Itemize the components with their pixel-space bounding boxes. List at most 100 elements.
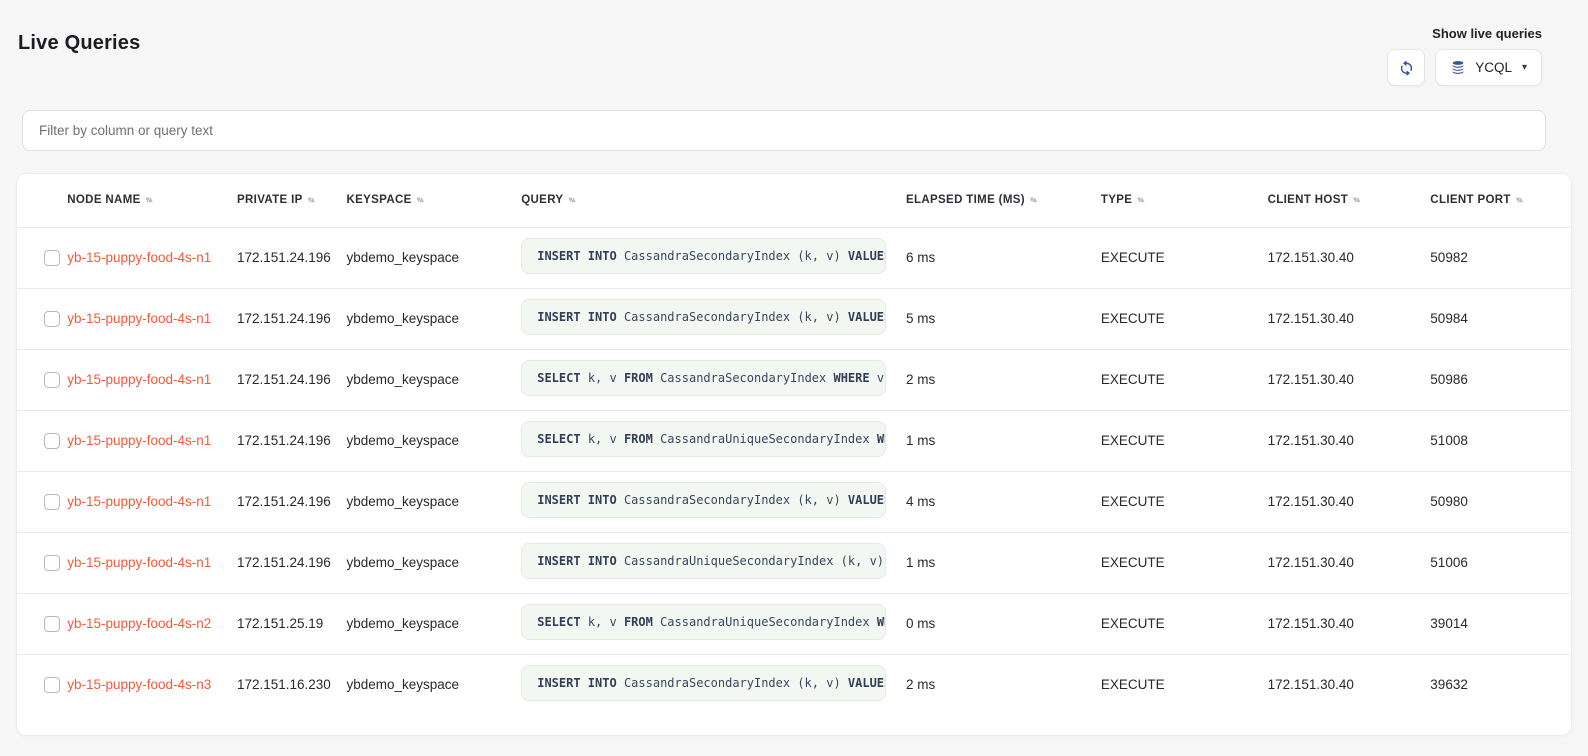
sort-icon[interactable]: ▾▴	[307, 195, 315, 205]
type-cell: EXECUTE	[1100, 250, 1165, 265]
table-row: yb-15-puppy-food-4s-n1 172.151.24.196 yb…	[17, 227, 1571, 288]
node-name-link[interactable]: yb-15-puppy-food-4s-n2	[67, 616, 212, 631]
table-row: yb-15-puppy-food-4s-n1 172.151.24.196 yb…	[17, 470, 1571, 532]
sort-icon[interactable]: ▾▴	[416, 195, 424, 205]
column-header-private_ip[interactable]: PRIVATE IP ▾▴	[236, 174, 347, 228]
sort-icon[interactable]: ▾▴	[568, 195, 575, 205]
page-title: Live Queries	[18, 32, 141, 54]
column-header-node_name[interactable]: NODE NAME ▾▴	[67, 174, 237, 228]
query-chip[interactable]: INSERT INTO CassandraUniqueSecondaryInde…	[521, 543, 887, 579]
chevron-down-icon: ▾	[1521, 62, 1527, 73]
elapsed-time-cell: 4 ms	[905, 470, 1101, 532]
client-port-cell: 39014	[1430, 592, 1571, 654]
query-chip[interactable]: INSERT INTO CassandraSecondaryIndex (k, …	[521, 482, 887, 518]
client-port-cell: 50984	[1430, 287, 1571, 349]
elapsed-time-cell: 2 ms	[905, 348, 1101, 410]
database-icon	[1450, 60, 1466, 76]
query-chip[interactable]: SELECT k, v FROM CassandraSecondaryIndex…	[521, 360, 887, 396]
client-host-cell: 172.151.30.40	[1267, 592, 1431, 654]
row-checkbox[interactable]	[44, 615, 60, 632]
refresh-button[interactable]	[1387, 49, 1426, 86]
query-chip[interactable]: SELECT k, v FROM CassandraUniqueSecondar…	[521, 421, 887, 457]
type-cell: EXECUTE	[1100, 653, 1268, 715]
api-selector-dropdown[interactable]: YCQL ▾	[1435, 49, 1542, 86]
elapsed-time-cell: 5 ms	[905, 287, 1101, 349]
client-port-cell: 51006	[1430, 531, 1571, 593]
type-cell: EXECUTE	[1100, 470, 1268, 532]
top-right-controls: Show live queries	[1387, 26, 1542, 86]
private-ip-cell: 172.151.24.196	[236, 409, 347, 471]
live-queries-table: NODE NAME ▾▴ PRIVATE IP ▾▴ KEYSPACE ▾▴ QUERY ▾▴…	[17, 174, 1571, 715]
column-header-client_port[interactable]: CLIENT PORT ▾▴	[1430, 174, 1571, 228]
node-name-link[interactable]: yb-15-puppy-food-4s-n1	[67, 311, 212, 326]
row-checkbox[interactable]	[44, 249, 60, 266]
query-chip[interactable]: INSERT INTO CassandraSecondaryIndex (k, …	[521, 665, 887, 702]
client-host-cell: 172.151.30.40	[1267, 287, 1431, 349]
keyspace-cell: ybdemo_keyspace	[346, 531, 522, 593]
client-host-cell: 172.151.30.40	[1267, 409, 1431, 471]
table-row: yb-15-puppy-food-4s-n1 172.151.24.196 yb…	[17, 348, 1571, 410]
row-checkbox[interactable]	[44, 554, 60, 571]
private-ip-cell: 172.151.24.196	[236, 531, 347, 593]
sort-icon[interactable]: ▾▴	[145, 195, 153, 205]
sort-icon[interactable]: ▾▴	[1030, 195, 1037, 205]
refresh-icon	[1398, 59, 1415, 76]
row-checkbox[interactable]	[44, 310, 60, 327]
node-name-link[interactable]: yb-15-puppy-food-4s-n1	[67, 555, 212, 570]
private-ip-cell: 172.151.24.196	[236, 287, 347, 349]
api-selector-label: YCQL	[1475, 60, 1512, 75]
table-row: yb-15-puppy-food-4s-n1 172.151.24.196 yb…	[17, 287, 1571, 349]
column-header-keyspace[interactable]: KEYSPACE ▾▴	[346, 174, 522, 228]
elapsed-time-cell: 1 ms	[905, 531, 1101, 593]
private-ip-cell: 172.151.24.196	[236, 348, 347, 410]
node-name-link[interactable]: yb-15-puppy-food-4s-n3	[67, 677, 212, 693]
client-host-cell: 172.151.30.40	[1267, 470, 1431, 532]
client-host-cell: 172.151.30.40	[1267, 250, 1354, 265]
client-port-cell: 51008	[1430, 409, 1571, 471]
query-chip[interactable]: INSERT INTO CassandraSecondaryIndex (k, …	[521, 299, 887, 335]
table-row: yb-15-puppy-food-4s-n2 172.151.25.19 ybd…	[17, 592, 1571, 654]
node-name-link[interactable]: yb-15-puppy-food-4s-n1	[67, 433, 212, 448]
client-port-cell: 50982	[1430, 250, 1468, 265]
row-checkbox[interactable]	[44, 371, 60, 388]
table-row: yb-15-puppy-food-4s-n3 172.151.16.230 yb…	[17, 653, 1571, 715]
column-header-query[interactable]: QUERY ▾▴	[521, 174, 906, 228]
row-checkbox[interactable]	[44, 676, 60, 693]
type-cell: EXECUTE	[1100, 348, 1268, 410]
sort-icon[interactable]: ▾▴	[1137, 195, 1144, 205]
row-checkbox[interactable]	[44, 432, 60, 449]
client-host-cell: 172.151.30.40	[1267, 348, 1431, 410]
keyspace-cell: ybdemo_keyspace	[346, 592, 522, 654]
column-header-type[interactable]: TYPE ▾▴	[1100, 174, 1268, 228]
client-port-cell: 50986	[1430, 348, 1571, 410]
private-ip-cell: 172.151.25.19	[236, 592, 347, 654]
elapsed-time-cell: 1 ms	[905, 409, 1101, 471]
elapsed-time-cell: 6 ms	[905, 250, 936, 265]
query-chip[interactable]: SELECT k, v FROM CassandraUniqueSecondar…	[521, 604, 887, 640]
sort-icon[interactable]: ▾▴	[1353, 195, 1360, 205]
row-checkbox[interactable]	[44, 493, 60, 510]
type-cell: EXECUTE	[1100, 531, 1268, 593]
table-row: yb-15-puppy-food-4s-n1 172.151.24.196 yb…	[17, 531, 1571, 593]
client-port-cell: 39632	[1430, 653, 1571, 715]
show-live-queries-label: Show live queries	[1432, 26, 1542, 41]
keyspace-cell: ybdemo_keyspace	[346, 250, 460, 265]
node-name-link[interactable]: yb-15-puppy-food-4s-n1	[67, 372, 212, 387]
keyspace-cell: ybdemo_keyspace	[346, 653, 522, 715]
sort-icon[interactable]: ▾▴	[1515, 195, 1523, 205]
live-queries-page: Live Queries Show live queries	[16, 26, 1572, 736]
queries-table-card: NODE NAME ▾▴ PRIVATE IP ▾▴ KEYSPACE ▾▴ QUERY ▾▴…	[16, 173, 1572, 736]
filter-row	[22, 110, 1546, 151]
toolbar-buttons: YCQL ▾	[1387, 49, 1542, 86]
keyspace-cell: ybdemo_keyspace	[346, 287, 522, 349]
node-name-link[interactable]: yb-15-puppy-food-4s-n1	[67, 494, 212, 509]
column-header-elapsed[interactable]: ELAPSED TIME (MS) ▾▴	[905, 174, 1101, 228]
column-header-client_host[interactable]: CLIENT HOST ▾▴	[1267, 174, 1431, 228]
filter-input[interactable]	[22, 110, 1546, 151]
keyspace-cell: ybdemo_keyspace	[346, 348, 522, 410]
node-name-link[interactable]: yb-15-puppy-food-4s-n1	[67, 250, 212, 265]
query-chip[interactable]: INSERT INTO CassandraSecondaryIndex (k, …	[521, 238, 887, 274]
type-cell: EXECUTE	[1100, 592, 1268, 654]
keyspace-cell: ybdemo_keyspace	[346, 470, 522, 532]
table-header: NODE NAME ▾▴ PRIVATE IP ▾▴ KEYSPACE ▾▴ QUERY ▾▴…	[17, 174, 1571, 228]
